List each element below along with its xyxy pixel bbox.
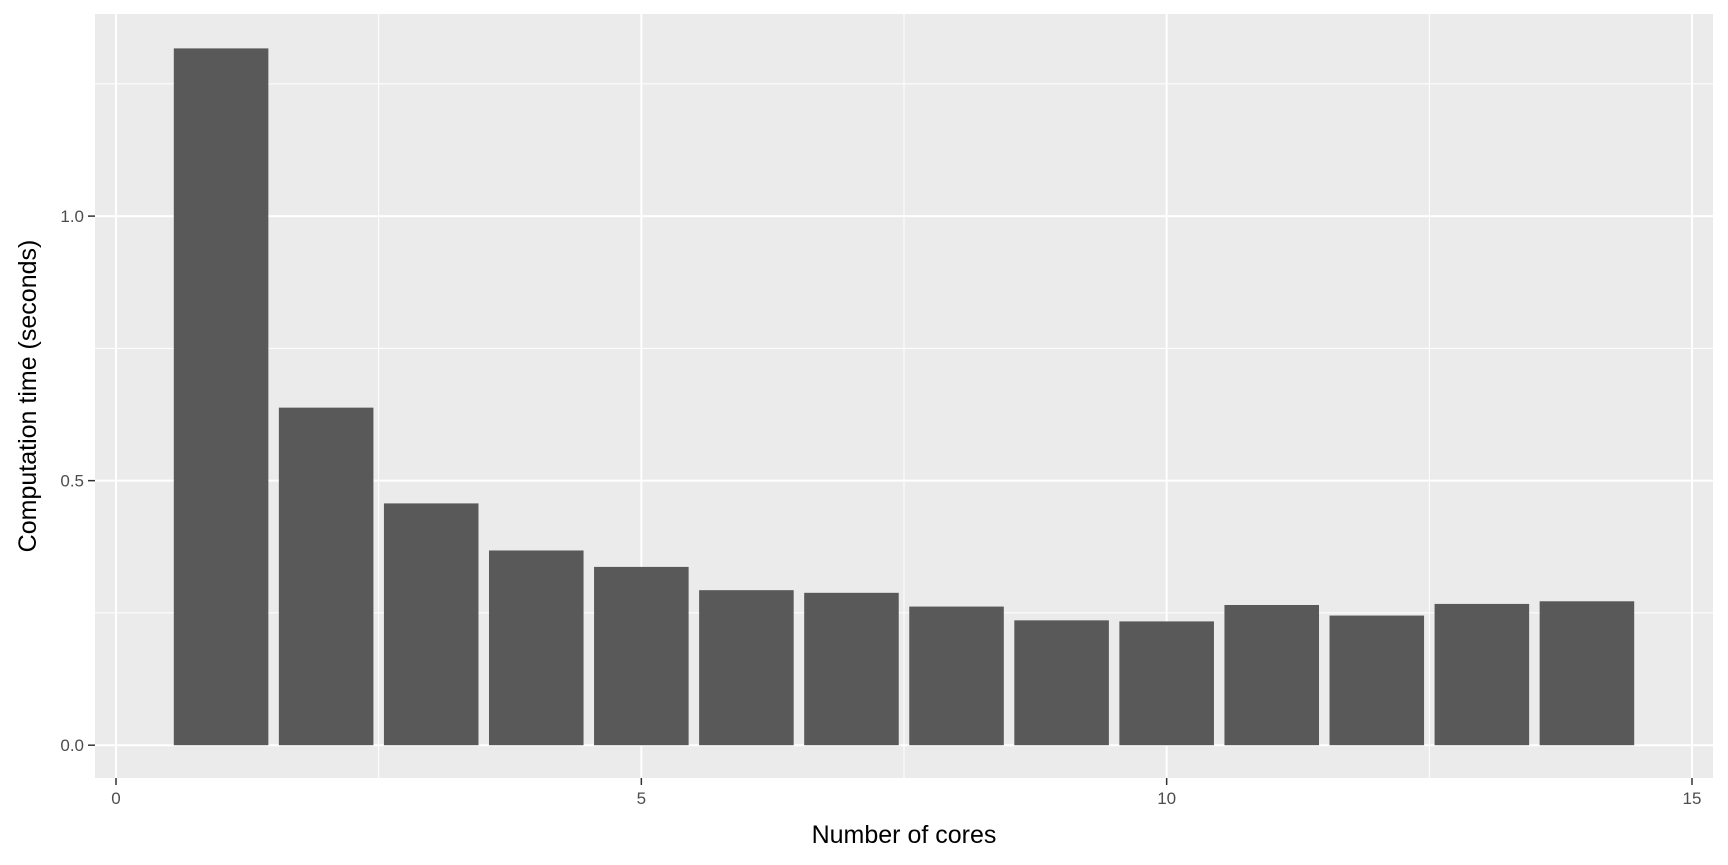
x-tick-label: 15: [1683, 789, 1702, 808]
y-tick-label: 0.0: [60, 736, 84, 755]
y-tick-label: 1.0: [60, 207, 84, 226]
bar: [173, 48, 269, 746]
x-axis-title: Number of cores: [812, 821, 997, 849]
bar: [1119, 621, 1214, 746]
bar: [488, 550, 584, 746]
bar: [1224, 604, 1320, 746]
x-axis: 0 5 10 15: [111, 778, 1701, 808]
bar: [383, 503, 479, 746]
bar: [699, 590, 794, 746]
y-axis-title: Computation time (seconds): [14, 240, 42, 553]
y-tick-label: 0.5: [60, 472, 84, 491]
bar: [1434, 603, 1530, 746]
bar: [278, 407, 374, 746]
y-axis: 0.0 0.5 1.0: [60, 207, 95, 755]
bar: [804, 592, 899, 746]
x-tick-label: 10: [1157, 789, 1176, 808]
bar: [1539, 601, 1635, 746]
x-tick-label: 5: [637, 789, 646, 808]
bar: [1014, 620, 1109, 746]
bars: [173, 48, 1635, 746]
bar: [1329, 615, 1425, 746]
x-tick-label: 0: [111, 789, 120, 808]
bar: [909, 606, 1004, 746]
bar: [594, 566, 689, 746]
